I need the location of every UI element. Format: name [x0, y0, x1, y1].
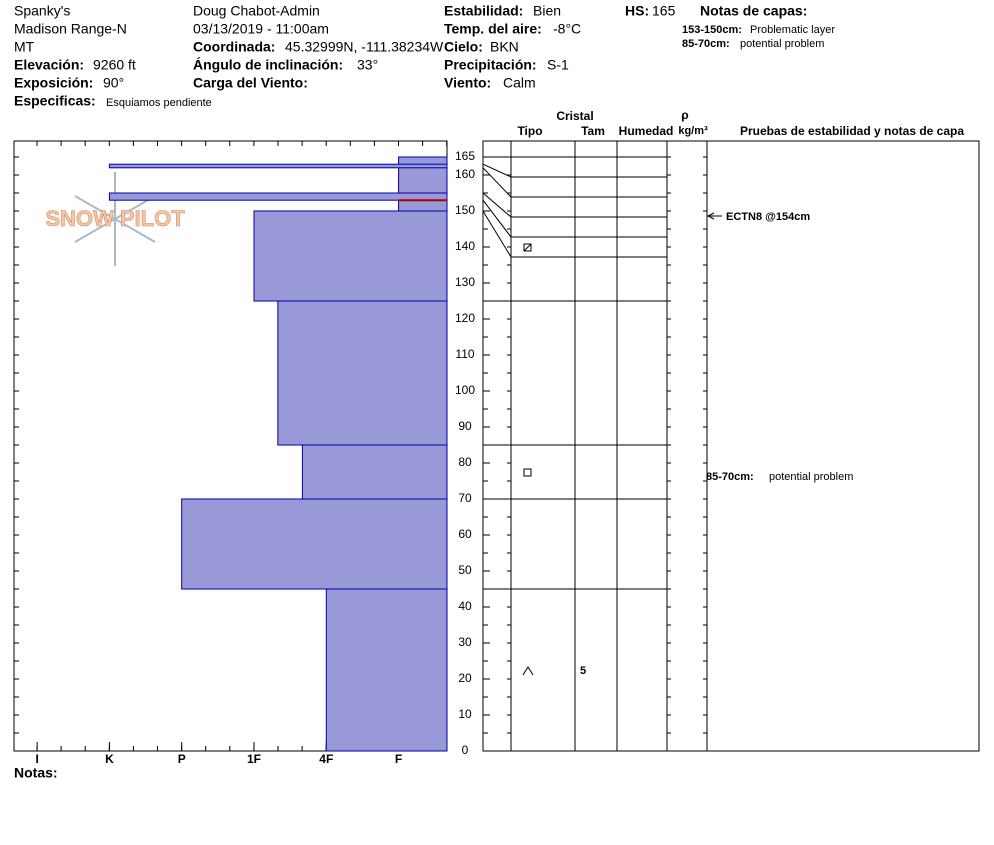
- y-tick-label: 130: [455, 275, 475, 289]
- value: 33°: [357, 57, 378, 73]
- value: S-1: [547, 57, 569, 73]
- y-tick-label: 20: [458, 671, 472, 685]
- note-range: 153-150cm:: [682, 24, 742, 36]
- column-header: Pruebas de estabilidad y notas de capa: [740, 124, 964, 138]
- fan-line: [482, 167, 512, 198]
- note-text: potential problem: [740, 38, 824, 50]
- x-tick-label: P: [178, 752, 186, 766]
- label: Precipitación:: [444, 57, 537, 73]
- y-tick-label: 70: [458, 491, 472, 505]
- y-tick-label: 110: [455, 347, 474, 361]
- logo: [74, 172, 156, 266]
- observer: Doug Chabot-Admin: [193, 3, 320, 19]
- label: Carga del Viento:: [193, 75, 308, 91]
- value: 9260 ft: [93, 57, 136, 73]
- test-result: ECTN8 @154cm: [726, 211, 810, 223]
- y-tick-label: 40: [458, 599, 472, 613]
- y-tick-label: 140: [455, 239, 475, 253]
- y-tick-label: 120: [455, 311, 475, 325]
- value: BKN: [490, 39, 519, 55]
- value: Bien: [533, 3, 561, 19]
- value: 90°: [103, 75, 124, 91]
- y-tick-label: 0: [462, 743, 469, 757]
- hardness-bar: [108, 163, 448, 169]
- location: Madison Range-N: [14, 21, 127, 37]
- value: Esquiamos pendiente: [106, 97, 212, 109]
- fan-line: [482, 199, 512, 238]
- grain-size: 5: [580, 665, 586, 677]
- hardness-bar: [277, 300, 448, 446]
- label: HS:: [625, 3, 649, 19]
- location: MT: [14, 39, 35, 55]
- y-tick-label: 10: [458, 707, 472, 721]
- hardness-bar: [108, 192, 448, 201]
- note-text: Problematic layer: [750, 24, 835, 36]
- y-tick-label: 150: [455, 203, 475, 217]
- logo-text: SNOW PILOT: [45, 206, 185, 231]
- column-header: Tipo: [517, 124, 542, 138]
- y-tick-label: 165: [455, 149, 475, 163]
- x-tick-label: I: [35, 752, 38, 766]
- location: Spanky's: [14, 3, 70, 19]
- y-tick-label: 30: [458, 635, 472, 649]
- label: Elevación:: [14, 57, 84, 73]
- label: Estabilidad:: [444, 3, 523, 19]
- notes-label: Notas:: [14, 765, 58, 781]
- column-header: ρ: [681, 108, 688, 122]
- note-range: 85-70cm:: [706, 471, 754, 483]
- label: Viento:: [444, 75, 491, 91]
- fan-line: [482, 210, 512, 258]
- column-header: kg/m³: [678, 125, 708, 137]
- hardness-bar: [301, 444, 448, 500]
- note-range: 85-70cm:: [682, 38, 730, 50]
- fan-line: [482, 163, 512, 178]
- y-tick-label: 160: [455, 167, 475, 181]
- notes-title: Notas de capas:: [700, 3, 807, 19]
- y-tick-label: 100: [455, 383, 475, 397]
- value: 165: [652, 3, 676, 19]
- label: Especificas:: [14, 93, 96, 109]
- note-text: potential problem: [769, 471, 853, 483]
- table-columns: [510, 141, 708, 751]
- x-tick-label: F: [395, 752, 402, 766]
- x-tick-label: 1F: [247, 752, 261, 766]
- grain-symbols: [522, 243, 534, 676]
- value: Calm: [503, 75, 536, 91]
- label: Exposición:: [14, 75, 93, 91]
- label: Coordinada:: [193, 39, 275, 55]
- x-tick-label: K: [105, 752, 114, 766]
- value: -8°C: [553, 21, 581, 37]
- label: Ángulo de inclinación:: [193, 57, 343, 73]
- y-tick-label: 50: [458, 563, 472, 577]
- column-header: Cristal: [556, 109, 593, 123]
- datetime: 03/13/2019 - 11:00am: [193, 21, 329, 37]
- x-tick-label: 4F: [319, 752, 333, 766]
- test-arrow-head: [706, 212, 715, 220]
- table-frame: [482, 140, 980, 752]
- y-tick-label: 60: [458, 527, 472, 541]
- fan-line: [482, 192, 512, 218]
- hardness-bar: [325, 588, 448, 752]
- column-header: Tam: [581, 124, 605, 138]
- label: Temp. del aire:: [444, 21, 542, 37]
- y-tick-label: 90: [458, 419, 472, 433]
- value: 45.32999N, -111.38234W: [285, 39, 444, 55]
- label: Cielo:: [444, 39, 483, 55]
- y-tick-label: 80: [458, 455, 472, 469]
- column-header: Humedad: [619, 124, 674, 138]
- hardness-bar: [181, 498, 448, 590]
- hardness-bar: [253, 210, 448, 302]
